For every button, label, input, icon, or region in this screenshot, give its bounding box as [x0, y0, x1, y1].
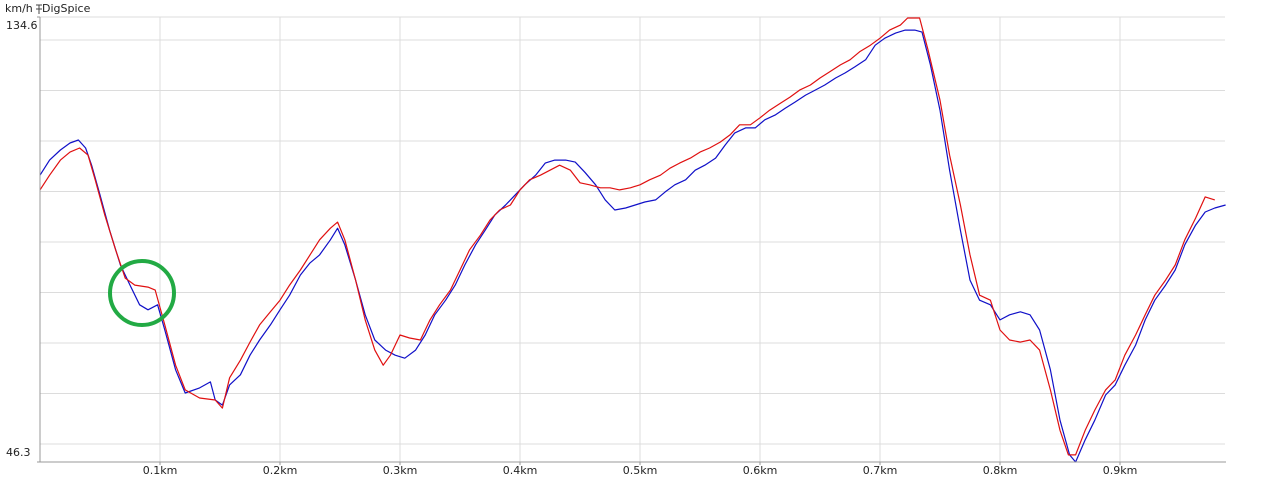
x-tick-label: 0.3km: [383, 464, 418, 477]
x-tick-label: 0.4km: [503, 464, 538, 477]
highlight-circle: [108, 259, 176, 327]
series-line: [39, 17, 1215, 456]
x-tick-label: 0.5km: [623, 464, 658, 477]
unit-label: km/h: [5, 2, 33, 15]
x-tick-label: 0.7km: [863, 464, 898, 477]
y-tick-label: 134.6: [6, 19, 38, 32]
x-tick-label: 0.6km: [743, 464, 778, 477]
selector-icon: [36, 4, 42, 14]
source-selector[interactable]: DigSpice: [36, 2, 91, 15]
source-label[interactable]: DigSpice: [42, 2, 91, 15]
x-tick-label: 0.2km: [263, 464, 298, 477]
x-tick-label: 0.8km: [983, 464, 1018, 477]
y-tick-label: 46.3: [6, 446, 31, 459]
lines: [39, 17, 1226, 463]
x-tick-label: 0.1km: [143, 464, 178, 477]
x-tick-label: 0.9km: [1103, 464, 1138, 477]
grid: [40, 16, 1225, 462]
